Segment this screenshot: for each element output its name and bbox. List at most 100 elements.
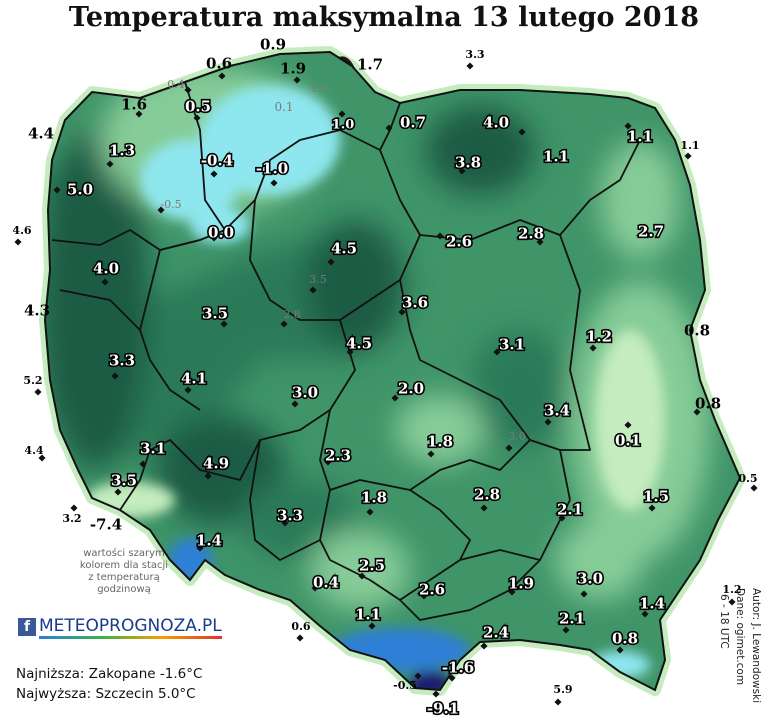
station-marker	[346, 348, 354, 356]
station-marker	[184, 86, 192, 94]
station-marker	[427, 450, 435, 458]
station-marker	[184, 386, 192, 394]
station-temperature-label: 1.9	[310, 82, 328, 95]
station-temperature-label: 1.2	[586, 327, 612, 345]
station-marker	[480, 642, 488, 650]
station-marker	[458, 167, 466, 175]
station-marker	[693, 408, 701, 416]
station-temperature-label: 3.5	[202, 304, 228, 322]
station-marker	[270, 179, 278, 187]
station-temperature-label: 0.7	[400, 113, 426, 131]
voivodeship-borders	[51, 81, 641, 621]
station-temperature-label: 2.8	[518, 224, 544, 242]
station-temperature-label: 0.4	[313, 573, 339, 591]
station-temperature-label: 2.6	[419, 580, 445, 598]
station-temperature-label: 4.5	[346, 334, 372, 352]
logo-text: METEOPROGNOZA.PL	[39, 615, 222, 639]
station-temperature-label: 3.3	[465, 48, 484, 61]
station-temperature-label: 1.0	[332, 118, 355, 133]
station-marker	[616, 646, 624, 654]
station-marker	[505, 444, 513, 452]
grey-value-note: wartości szarym kolorem dla stacji z tem…	[79, 548, 169, 595]
station-marker	[111, 372, 119, 380]
station-temperature-label: 0.8	[684, 321, 710, 339]
station-marker	[554, 698, 562, 706]
station-marker	[157, 206, 165, 214]
station-temperature-label: 3.0	[292, 383, 318, 401]
station-temperature-label: -1.6	[442, 658, 474, 676]
station-marker	[385, 124, 393, 132]
station-temperature-label: -9.1	[427, 699, 459, 717]
credit-author: Autor: J. Lewandowski	[750, 588, 762, 704]
station-temperature-label: 0.1	[615, 431, 641, 449]
station-marker	[53, 186, 61, 194]
station-marker	[193, 114, 201, 122]
extremes-summary: Najniższa: Zakopane -1.6°C Najwyższa: Sz…	[16, 664, 202, 704]
station-marker	[508, 588, 516, 596]
station-temperature-label: 3.1	[140, 439, 166, 457]
meteoprognoza-logo[interactable]: f METEOPROGNOZA.PL	[18, 614, 222, 640]
station-marker	[398, 308, 406, 316]
station-temperature-label: 3.5	[111, 471, 137, 489]
station-temperature-label: 3.4	[544, 401, 570, 419]
station-marker	[196, 544, 204, 552]
station-marker	[296, 634, 304, 642]
station-temperature-label: 3.0	[577, 569, 603, 587]
station-temperature-label: 4.4	[28, 124, 54, 142]
station-marker	[750, 484, 758, 492]
station-marker	[558, 514, 566, 522]
station-temperature-label: 1.4	[639, 594, 665, 612]
station-marker	[518, 128, 526, 136]
lowest-temperature: Najniższa: Zakopane -1.6°C	[16, 666, 203, 682]
station-temperature-label: 5.2	[23, 374, 42, 387]
station-marker	[648, 504, 656, 512]
map-title: Temperatura maksymalna 13 lutego 2018	[68, 2, 700, 33]
station-marker	[641, 610, 649, 618]
station-temperature-label: 1.6	[121, 95, 147, 113]
station-temperature-label: 3.8	[455, 153, 481, 171]
station-temperature-label: 4.3	[24, 301, 50, 319]
station-marker	[536, 238, 544, 246]
station-marker	[34, 388, 42, 396]
station-marker	[311, 584, 319, 592]
station-temperature-label: 2.1	[557, 500, 583, 518]
station-temperature-label: 1.5	[643, 487, 669, 505]
station-temperature-label: 3.2	[62, 512, 81, 525]
station-marker	[291, 400, 299, 408]
station-temperature-label: 2.6	[446, 232, 472, 250]
station-marker	[414, 672, 422, 680]
station-marker	[210, 234, 218, 242]
station-temperature-label: 2.7	[638, 222, 664, 240]
credit-time: 6 - 18 UTC	[718, 594, 730, 649]
station-marker	[218, 72, 226, 80]
station-marker	[101, 278, 109, 286]
station-temperature-label: 1.1	[627, 127, 653, 145]
station-temperature-label: 2.3	[325, 446, 351, 464]
station-temperature-label: 1.8	[361, 488, 387, 506]
station-temperature-label: -1.0	[256, 159, 288, 177]
station-temperature-label: 3.3	[277, 506, 303, 524]
station-temperature-label: 1.9	[280, 59, 306, 77]
station-temperature-label: 0.8	[695, 394, 721, 412]
station-temperature-label: 0.8	[612, 629, 638, 647]
station-temperature-label: 4.6	[12, 224, 31, 237]
station-temperature-label: -0.4	[201, 151, 233, 169]
station-temperature-label: 3.6	[402, 293, 428, 311]
station-marker	[420, 592, 428, 600]
station-marker	[493, 348, 501, 356]
station-marker	[114, 488, 122, 496]
station-temperature-label: 1.1	[680, 139, 699, 152]
station-marker	[204, 472, 212, 480]
station-marker	[436, 232, 444, 240]
station-temperature-label: 4.0	[93, 259, 119, 277]
station-marker	[368, 622, 376, 630]
station-temperature-label: 4.4	[24, 444, 43, 457]
station-temperature-label: 0.6	[291, 620, 310, 633]
station-marker	[135, 110, 143, 118]
station-temperature-label: 2.0	[398, 379, 424, 397]
facebook-icon[interactable]: f	[18, 618, 36, 636]
station-marker	[210, 170, 218, 178]
station-marker	[139, 460, 147, 468]
